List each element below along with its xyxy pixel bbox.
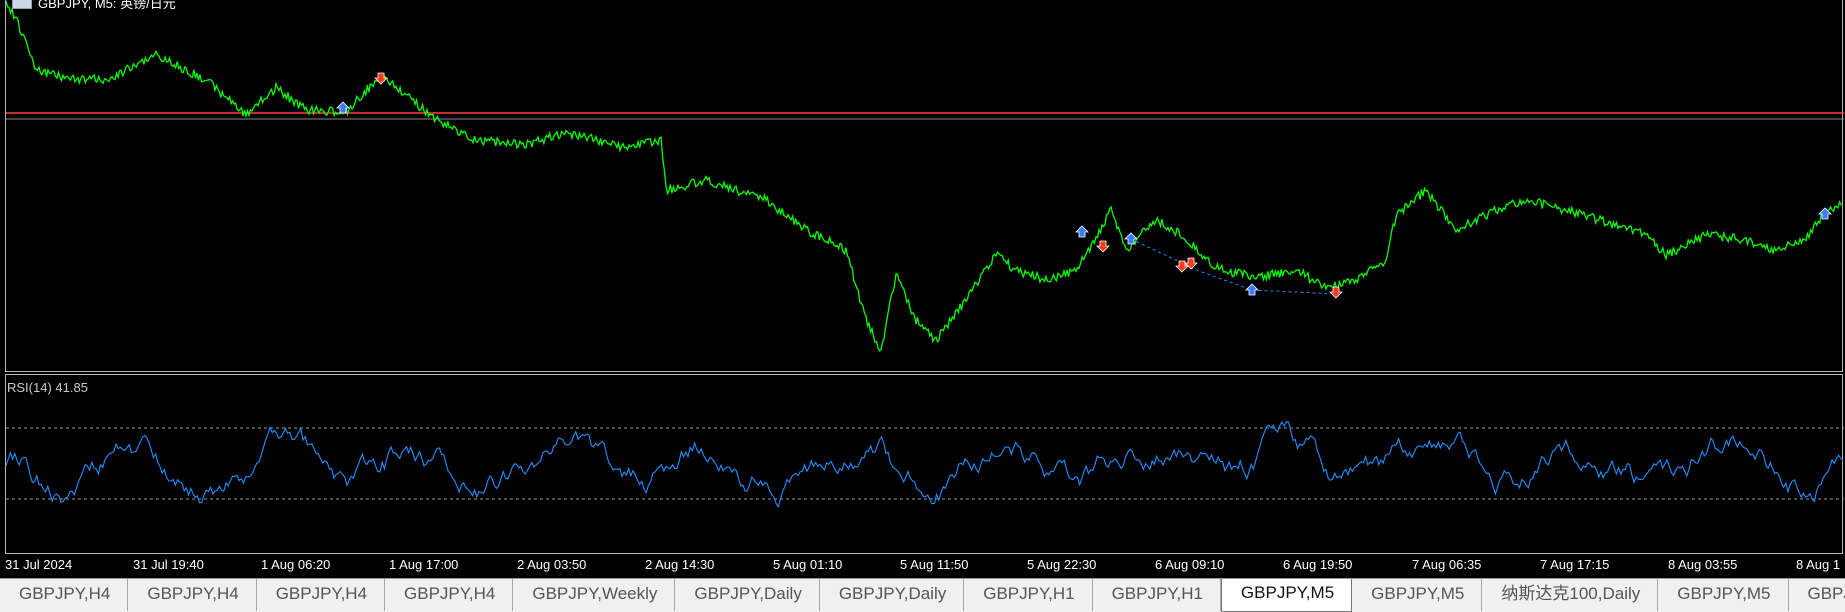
time-axis-label: 2 Aug 14:30 — [645, 557, 714, 572]
chart-tab[interactable]: GBPJPY,H4 — [128, 579, 256, 611]
chart-tab[interactable]: GBPJPY,H4 — [385, 579, 513, 611]
chart-tab[interactable]: GBPJI — [1789, 579, 1845, 611]
time-axis: 31 Jul 2024 31 Jul 19:40 1 Aug 06:20 1 Aug … — [0, 554, 1845, 578]
chart-tab[interactable]: GBPJPY,M5 — [1352, 579, 1482, 611]
time-axis-label: 5 Aug 22:30 — [1027, 557, 1096, 572]
time-axis-label: 6 Aug 09:10 — [1155, 557, 1224, 572]
flag-icon — [12, 0, 32, 9]
chart-tab[interactable]: GBPJPY,H1 — [1093, 579, 1221, 611]
chart-title: GBPJPY, M5: 英镑/日元 — [12, 0, 176, 12]
chart-tab[interactable]: GBPJPY,Weekly — [513, 579, 675, 611]
chart-title-text: GBPJPY, M5: 英镑/日元 — [38, 0, 176, 12]
time-axis-label: 2 Aug 03:50 — [517, 557, 586, 572]
chart-tab[interactable]: GBPJPY,H4 — [257, 579, 385, 611]
price-pane[interactable] — [5, 0, 1843, 372]
time-axis-label: 7 Aug 06:35 — [1412, 557, 1481, 572]
trade-markers — [337, 73, 1831, 298]
chart-window[interactable]: GBPJPY, M5: 英镑/日元 RSI(14) 41.85 31 Jul 2… — [0, 0, 1845, 578]
rsi-pane[interactable] — [5, 374, 1843, 554]
time-axis-label: 5 Aug 01:10 — [773, 557, 842, 572]
trade-connector-line — [1131, 239, 1336, 294]
rsi-chart — [6, 375, 1844, 555]
time-axis-label: 8 Aug 1 — [1796, 557, 1840, 572]
chart-tab[interactable]: GBPJPY,M5 — [1221, 578, 1352, 612]
chart-tab[interactable]: 纳斯达克100,Daily — [1482, 579, 1658, 611]
price-chart — [6, 0, 1844, 372]
time-axis-label: 31 Jul 19:40 — [133, 557, 204, 572]
sell-arrow-icon — [1097, 241, 1109, 252]
time-axis-label: 1 Aug 17:00 — [389, 557, 458, 572]
chart-tab[interactable]: GBPJPY,H1 — [964, 579, 1092, 611]
time-axis-label: 5 Aug 11:50 — [900, 557, 968, 572]
buy-arrow-icon — [1246, 284, 1258, 295]
buy-arrow-icon — [1076, 226, 1088, 237]
chart-tab[interactable]: GBPJPY,M5 — [1658, 579, 1788, 611]
chart-tab[interactable]: GBPJPY,Daily — [675, 579, 819, 611]
sell-arrow-icon — [375, 73, 387, 84]
sell-arrow-icon — [1330, 287, 1342, 298]
time-axis-label: 6 Aug 19:50 — [1283, 557, 1352, 572]
chart-tab[interactable]: GBPJPY,Daily — [820, 579, 964, 611]
rsi-line — [6, 422, 1843, 507]
price-line — [6, 1, 1843, 351]
chart-tab[interactable]: GBPJPY,H4 — [0, 579, 128, 611]
time-axis-label: 1 Aug 06:20 — [261, 557, 330, 572]
time-axis-label: 31 Jul 2024 — [5, 557, 72, 572]
time-axis-label: 8 Aug 03:55 — [1668, 557, 1737, 572]
rsi-label: RSI(14) 41.85 — [7, 380, 88, 395]
time-axis-label: 7 Aug 17:15 — [1540, 557, 1609, 572]
